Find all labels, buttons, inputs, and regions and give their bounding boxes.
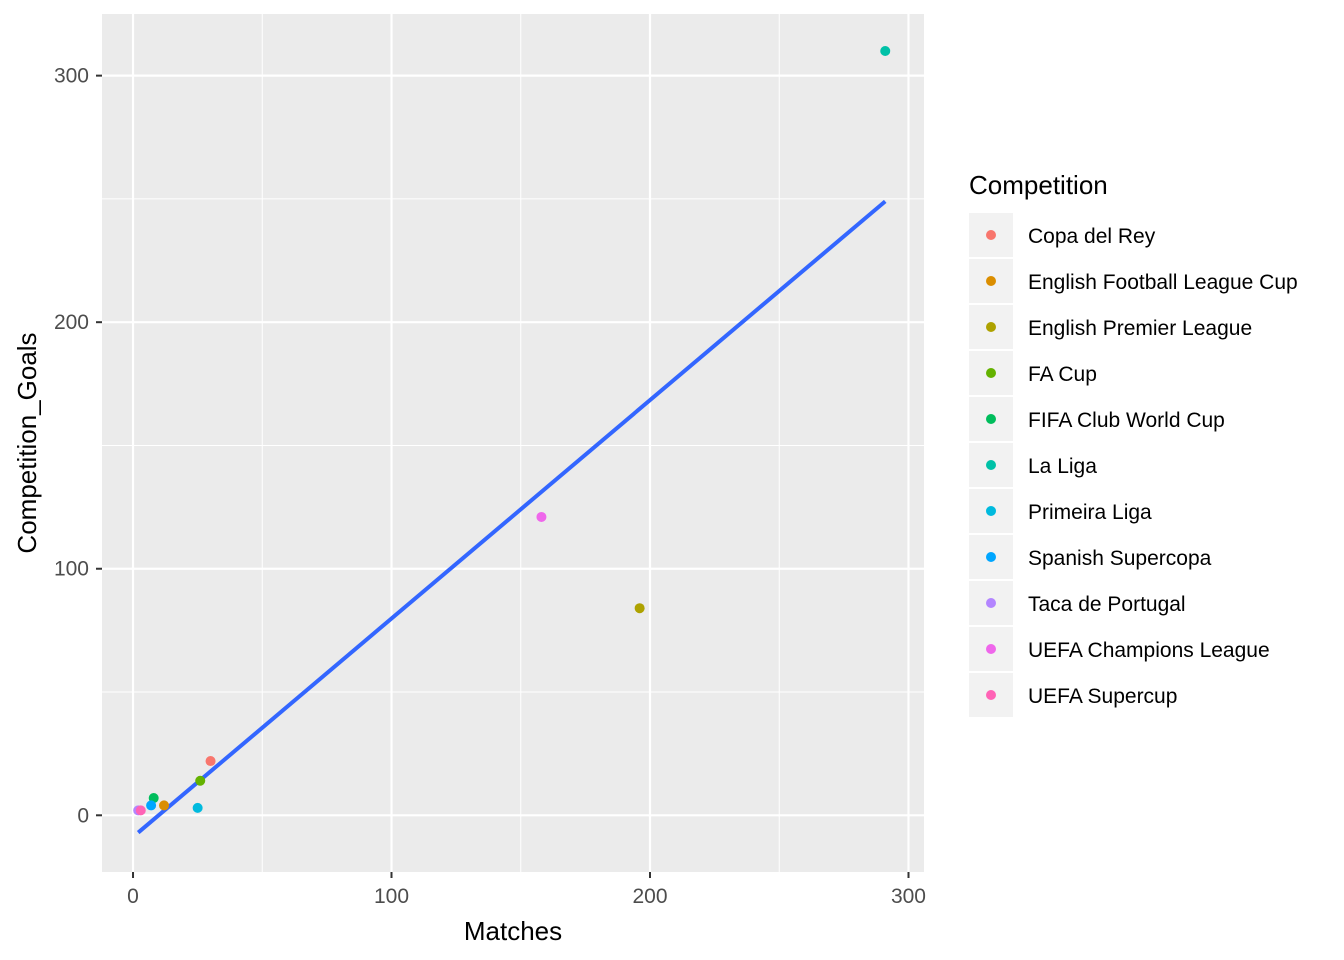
legend-label: Taca de Portugal	[1028, 593, 1186, 616]
data-point	[192, 802, 203, 813]
x-tick-label: 100	[374, 885, 409, 908]
data-point	[205, 756, 216, 767]
data-point	[536, 511, 547, 522]
y-axis-title: Competition_Goals	[12, 332, 42, 553]
legend-label: FA Cup	[1028, 363, 1097, 386]
legend-label: UEFA Supercup	[1028, 685, 1177, 708]
data-point	[159, 800, 170, 811]
legend-key-dot	[986, 644, 996, 654]
legend-key-dot	[986, 368, 996, 378]
data-point	[146, 800, 157, 811]
legend-key-dot	[986, 460, 996, 470]
grid-lines	[102, 14, 924, 872]
legend-label: English Premier League	[1028, 317, 1252, 340]
legend-label: La Liga	[1028, 455, 1097, 478]
y-tick-label: 100	[54, 558, 89, 581]
x-tick-label: 300	[891, 885, 926, 908]
x-tick-label: 200	[632, 885, 667, 908]
legend-key-dot	[986, 322, 996, 332]
trend-line-layer	[136, 199, 887, 835]
y-tick-label: 200	[54, 311, 89, 334]
legend-title: Competition	[969, 170, 1108, 200]
data-point	[880, 45, 891, 56]
data-point	[195, 775, 206, 786]
legend-label: Primeira Liga	[1028, 501, 1152, 524]
legend-label: Spanish Supercopa	[1028, 547, 1212, 570]
axes: 0 100 200 300 0 100 200 300	[54, 65, 926, 908]
legend: Competition Copa del Rey English Football…	[969, 170, 1298, 717]
x-tick-label: 0	[127, 885, 139, 908]
legend-label: English Football League Cup	[1028, 271, 1298, 294]
legend-key-dot	[986, 506, 996, 516]
legend-label: FIFA Club World Cup	[1028, 409, 1225, 432]
legend-key-dot	[986, 276, 996, 286]
legend-key-dot	[986, 552, 996, 562]
legend-key-dot	[986, 690, 996, 700]
legend-label: Copa del Rey	[1028, 225, 1156, 248]
x-axis-title: Matches	[464, 916, 562, 946]
legend-key-dot	[986, 414, 996, 424]
plot-panel	[102, 14, 924, 872]
data-point	[135, 805, 146, 816]
y-tick-label: 0	[77, 804, 89, 827]
legend-key-dot	[986, 598, 996, 608]
trend-line	[136, 199, 887, 835]
data-points	[133, 45, 891, 816]
legend-label: UEFA Champions League	[1028, 639, 1270, 662]
y-tick-label: 300	[54, 65, 89, 88]
data-point	[634, 603, 645, 614]
legend-key-dot	[986, 230, 996, 240]
